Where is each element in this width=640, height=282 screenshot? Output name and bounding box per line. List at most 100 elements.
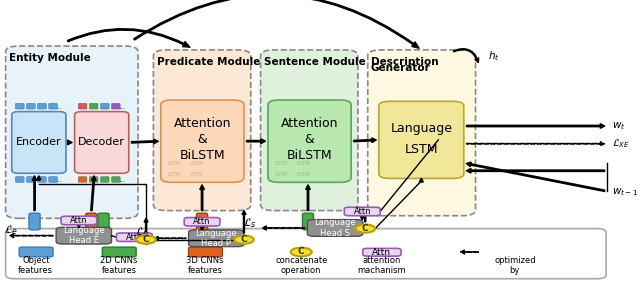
FancyBboxPatch shape bbox=[116, 233, 152, 241]
Text: optimized
by: optimized by bbox=[494, 256, 536, 275]
Text: LSTM: LSTM bbox=[275, 161, 288, 166]
FancyBboxPatch shape bbox=[270, 170, 293, 180]
FancyArrowPatch shape bbox=[77, 224, 81, 227]
FancyBboxPatch shape bbox=[184, 217, 220, 226]
FancyBboxPatch shape bbox=[100, 103, 109, 109]
FancyBboxPatch shape bbox=[291, 170, 315, 180]
FancyArrowPatch shape bbox=[354, 138, 376, 142]
FancyBboxPatch shape bbox=[291, 158, 315, 168]
FancyArrowPatch shape bbox=[134, 0, 419, 48]
FancyBboxPatch shape bbox=[154, 50, 251, 211]
FancyArrowPatch shape bbox=[306, 185, 310, 210]
FancyArrowPatch shape bbox=[200, 185, 204, 210]
FancyBboxPatch shape bbox=[379, 101, 464, 179]
Circle shape bbox=[355, 224, 375, 233]
Text: $h_t$: $h_t$ bbox=[488, 49, 500, 63]
FancyArrowPatch shape bbox=[144, 219, 148, 233]
FancyArrowPatch shape bbox=[68, 140, 72, 145]
FancyBboxPatch shape bbox=[78, 103, 87, 109]
FancyBboxPatch shape bbox=[86, 213, 97, 230]
Text: Object
features: Object features bbox=[19, 256, 53, 275]
FancyBboxPatch shape bbox=[6, 46, 138, 218]
FancyBboxPatch shape bbox=[56, 227, 111, 244]
FancyBboxPatch shape bbox=[196, 213, 207, 230]
Text: LSTM: LSTM bbox=[168, 161, 181, 166]
Text: ...: ... bbox=[55, 175, 62, 184]
Text: Attn: Attn bbox=[125, 233, 143, 242]
Text: $\mathcal{L}_s$: $\mathcal{L}_s$ bbox=[243, 216, 257, 230]
Text: Language
Head P: Language Head P bbox=[195, 228, 237, 248]
Text: BiLSTM: BiLSTM bbox=[180, 149, 225, 162]
FancyArrowPatch shape bbox=[91, 176, 96, 210]
Text: $\mathcal{L}_{XE}$: $\mathcal{L}_{XE}$ bbox=[612, 137, 630, 150]
Text: Attention: Attention bbox=[173, 116, 231, 129]
Circle shape bbox=[234, 235, 254, 244]
FancyArrowPatch shape bbox=[467, 124, 605, 128]
FancyArrowPatch shape bbox=[67, 29, 190, 47]
Text: LSTM: LSTM bbox=[168, 172, 181, 177]
FancyBboxPatch shape bbox=[15, 103, 24, 109]
Text: Language
Head E: Language Head E bbox=[63, 226, 105, 245]
FancyBboxPatch shape bbox=[27, 177, 35, 182]
FancyArrowPatch shape bbox=[132, 139, 158, 144]
Text: Language: Language bbox=[390, 122, 452, 135]
Text: C: C bbox=[362, 224, 369, 233]
Text: Language
Head S: Language Head S bbox=[314, 218, 356, 238]
FancyBboxPatch shape bbox=[303, 213, 314, 230]
FancyArrowPatch shape bbox=[139, 237, 150, 241]
FancyBboxPatch shape bbox=[100, 177, 109, 182]
FancyArrowPatch shape bbox=[358, 226, 362, 230]
Text: LSTM: LSTM bbox=[296, 172, 310, 177]
Text: LSTM: LSTM bbox=[275, 172, 288, 177]
FancyBboxPatch shape bbox=[189, 230, 244, 246]
Circle shape bbox=[136, 235, 156, 244]
FancyArrowPatch shape bbox=[242, 211, 246, 233]
Text: attention
machanism: attention machanism bbox=[358, 256, 406, 275]
FancyBboxPatch shape bbox=[90, 103, 98, 109]
FancyBboxPatch shape bbox=[363, 248, 401, 256]
FancyBboxPatch shape bbox=[163, 170, 186, 180]
FancyBboxPatch shape bbox=[12, 112, 66, 173]
Text: &: & bbox=[198, 133, 207, 146]
FancyBboxPatch shape bbox=[111, 177, 120, 182]
FancyBboxPatch shape bbox=[307, 220, 363, 236]
FancyBboxPatch shape bbox=[75, 112, 129, 173]
FancyArrowPatch shape bbox=[460, 250, 478, 254]
FancyBboxPatch shape bbox=[61, 216, 97, 225]
FancyBboxPatch shape bbox=[29, 213, 40, 230]
FancyArrowPatch shape bbox=[10, 233, 53, 238]
Text: Attn: Attn bbox=[353, 207, 371, 216]
FancyBboxPatch shape bbox=[344, 207, 380, 216]
FancyBboxPatch shape bbox=[49, 103, 58, 109]
Text: Attn: Attn bbox=[70, 216, 88, 225]
FancyBboxPatch shape bbox=[268, 100, 351, 182]
FancyArrowPatch shape bbox=[467, 142, 605, 146]
FancyBboxPatch shape bbox=[90, 177, 98, 182]
FancyBboxPatch shape bbox=[184, 170, 207, 180]
Text: LSTM: LSTM bbox=[404, 143, 438, 156]
FancyArrowPatch shape bbox=[262, 226, 305, 230]
Text: Entity Module: Entity Module bbox=[9, 53, 90, 63]
Text: BiLSTM: BiLSTM bbox=[287, 149, 332, 162]
Text: C: C bbox=[143, 235, 149, 244]
Text: Encoder: Encoder bbox=[16, 137, 61, 147]
Text: Attention: Attention bbox=[281, 116, 339, 129]
FancyBboxPatch shape bbox=[27, 103, 35, 109]
FancyBboxPatch shape bbox=[163, 158, 186, 168]
FancyBboxPatch shape bbox=[102, 247, 136, 257]
FancyBboxPatch shape bbox=[98, 213, 109, 230]
Text: Decoder: Decoder bbox=[78, 137, 125, 147]
Text: Generator: Generator bbox=[371, 63, 431, 73]
FancyBboxPatch shape bbox=[189, 247, 223, 257]
FancyBboxPatch shape bbox=[270, 158, 293, 168]
Text: 2D CNNs
features: 2D CNNs features bbox=[100, 256, 138, 275]
FancyBboxPatch shape bbox=[15, 177, 24, 182]
Text: LSTM: LSTM bbox=[189, 161, 202, 166]
FancyBboxPatch shape bbox=[78, 177, 87, 182]
Text: Description: Description bbox=[371, 57, 438, 67]
FancyBboxPatch shape bbox=[368, 50, 476, 216]
FancyArrowPatch shape bbox=[33, 176, 36, 210]
FancyArrowPatch shape bbox=[467, 162, 605, 191]
Text: Attn: Attn bbox=[193, 217, 211, 226]
FancyArrowPatch shape bbox=[247, 139, 265, 143]
